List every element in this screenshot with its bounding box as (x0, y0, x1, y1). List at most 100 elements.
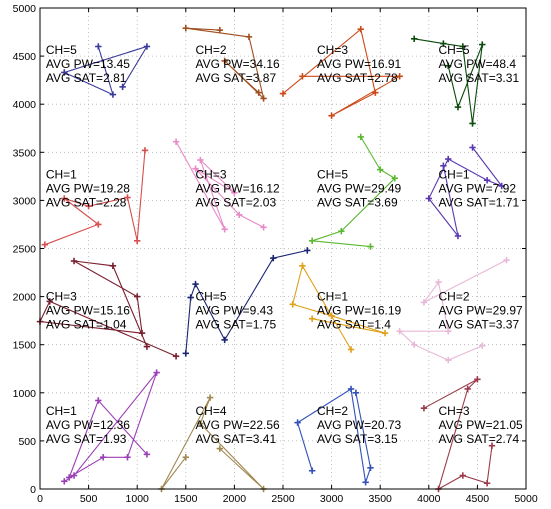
y-tick-label: 1000 (13, 388, 37, 400)
data-point-marker (464, 385, 471, 393)
data-point-marker (425, 195, 432, 202)
data-point-marker (95, 397, 102, 404)
data-point-marker (372, 89, 379, 96)
data-point-marker (308, 237, 316, 245)
data-point-marker (459, 472, 467, 479)
annotation-line: CH=5 (317, 167, 348, 181)
series-layer (36, 25, 510, 493)
data-point-marker (440, 40, 447, 47)
annotation-line: CH=1 (439, 167, 470, 181)
data-point-marker (347, 346, 355, 353)
data-point-marker (299, 262, 306, 270)
series-14 (425, 144, 505, 240)
annotation-line: AVG SAT=2.81 (46, 71, 127, 85)
annotation-line: AVG SAT=2.03 (196, 195, 277, 209)
data-point-marker (143, 43, 151, 50)
annotation-line: AVG PW=9.43 (196, 303, 274, 317)
x-tick-label: 1500 (174, 493, 198, 505)
x-tick-label: 2500 (271, 493, 295, 505)
data-point-marker (279, 90, 287, 97)
series-6 (172, 138, 267, 233)
series-line (185, 249, 308, 354)
annotation-line: AVG PW=34.16 (196, 57, 280, 71)
data-point-marker (411, 341, 418, 348)
series-line (296, 388, 372, 483)
data-point-marker (70, 257, 78, 265)
annotation-line: AVG PW=48.4 (439, 57, 517, 71)
annotation-line: AVG SAT=1.93 (46, 432, 127, 446)
data-point-marker (260, 224, 267, 231)
x-tick-label: 2000 (223, 493, 247, 505)
annotation-line: AVG PW=12.36 (46, 418, 130, 432)
data-point-marker (109, 91, 117, 98)
data-point-marker (124, 194, 131, 201)
series-11 (289, 262, 389, 353)
y-tick-label: 1500 (13, 340, 37, 352)
data-point-marker (99, 454, 107, 461)
series-line (398, 259, 507, 361)
data-point-marker (396, 73, 403, 80)
x-tick-label: 5000 (514, 493, 538, 505)
annotation-line: CH=1 (317, 289, 348, 303)
series-line (39, 260, 177, 357)
data-point-marker (197, 156, 204, 164)
data-point-marker (299, 73, 306, 80)
annotation-line: CH=2 (196, 43, 227, 57)
data-point-marker (143, 343, 151, 350)
x-tick-label: 3000 (320, 493, 344, 505)
y-tick-label: 3000 (13, 195, 37, 207)
annotation-line: CH=5 (196, 289, 227, 303)
annotation-line: AVG SAT=3.31 (439, 71, 520, 85)
data-point-marker (391, 175, 398, 182)
x-tick-label: 4000 (417, 493, 441, 505)
series-line (312, 136, 396, 248)
data-point-marker (138, 329, 146, 337)
data-point-marker (488, 442, 496, 449)
data-point-marker (362, 479, 369, 486)
data-point-marker (396, 328, 403, 335)
data-point-marker (328, 312, 335, 320)
data-point-marker (95, 43, 102, 50)
annotation-line: CH=5 (439, 43, 470, 57)
series-line (64, 372, 158, 482)
annotation-line: AVG SAT=1.04 (46, 317, 127, 331)
annotation-line: AVG PW=16.19 (317, 303, 401, 317)
data-point-marker (221, 226, 228, 233)
annotation-line: CH=5 (46, 43, 77, 57)
annotation-line: AVG PW=21.05 (439, 418, 523, 432)
data-point-marker (435, 278, 442, 286)
data-point-marker (347, 385, 355, 393)
annotation-line: CH=1 (46, 404, 77, 418)
data-point-marker (469, 144, 476, 151)
data-point-marker (61, 478, 68, 485)
data-point-marker (255, 89, 262, 96)
data-point-marker (454, 103, 462, 111)
data-point-marker (61, 69, 68, 76)
series-12 (294, 385, 374, 486)
data-point-marker (357, 133, 364, 141)
data-point-marker (328, 112, 335, 119)
data-point-marker (479, 41, 486, 48)
series-4 (61, 369, 160, 485)
data-point-marker (469, 120, 476, 127)
data-point-marker (141, 147, 149, 154)
data-point-marker (377, 166, 384, 173)
data-point-marker (498, 182, 505, 190)
annotation-line: AVG SAT=3.37 (439, 317, 520, 331)
data-point-marker (41, 241, 49, 248)
data-point-marker (192, 165, 199, 172)
data-point-marker (221, 57, 228, 65)
data-point-marker (95, 221, 102, 228)
y-tick-label: 500 (18, 436, 36, 448)
annotation-line: AVG SAT=1.71 (439, 195, 520, 209)
data-point-marker (420, 299, 428, 306)
data-point-marker (70, 472, 78, 479)
data-point-marker (124, 454, 131, 461)
